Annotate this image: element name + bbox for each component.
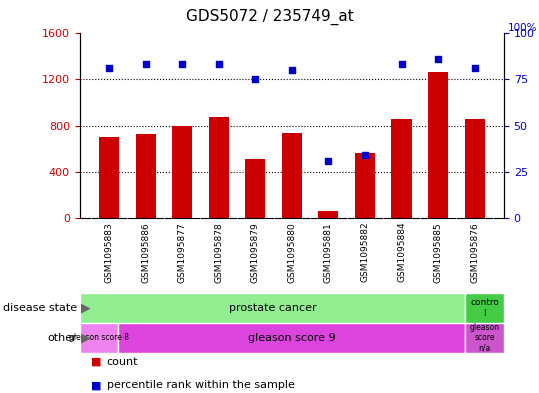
Text: GSM1095877: GSM1095877 [178, 222, 186, 283]
Bar [99, 137, 119, 218]
Bar [465, 323, 504, 353]
Bar [119, 323, 465, 353]
Point [105, 65, 113, 71]
Text: GSM1095883: GSM1095883 [105, 222, 114, 283]
Text: ▶: ▶ [81, 301, 91, 315]
Bar [80, 323, 119, 353]
Bar [428, 72, 448, 218]
Text: ▶: ▶ [81, 331, 91, 345]
Bar [245, 159, 265, 218]
Point [397, 61, 406, 68]
Text: GSM1095886: GSM1095886 [141, 222, 150, 283]
Bar [282, 132, 302, 218]
Text: other: other [47, 333, 77, 343]
Text: count: count [107, 357, 138, 367]
Text: GDS5072 / 235749_at: GDS5072 / 235749_at [185, 9, 354, 25]
Text: disease state: disease state [3, 303, 77, 313]
Text: prostate cancer: prostate cancer [229, 303, 316, 313]
Bar [319, 211, 338, 218]
Text: ■: ■ [91, 380, 101, 390]
Bar [465, 119, 485, 218]
Point [141, 61, 150, 68]
Text: percentile rank within the sample: percentile rank within the sample [107, 380, 295, 390]
Text: GSM1095876: GSM1095876 [470, 222, 479, 283]
Point [288, 67, 296, 73]
Point [178, 61, 186, 68]
Bar [391, 119, 412, 218]
Text: gleason score 8: gleason score 8 [69, 334, 129, 342]
Bar [172, 126, 192, 218]
Bar [136, 134, 156, 218]
Text: gleason score 9: gleason score 9 [248, 333, 336, 343]
Text: ■: ■ [91, 357, 101, 367]
Point [434, 56, 443, 62]
Point [324, 158, 333, 164]
Text: GSM1095882: GSM1095882 [361, 222, 369, 283]
Text: GSM1095885: GSM1095885 [433, 222, 443, 283]
Point [471, 65, 479, 71]
Bar [355, 153, 375, 218]
Text: GSM1095878: GSM1095878 [215, 222, 223, 283]
Point [251, 76, 260, 83]
Text: GSM1095884: GSM1095884 [397, 222, 406, 283]
Bar [465, 293, 504, 323]
Text: GSM1095881: GSM1095881 [324, 222, 333, 283]
Text: GSM1095879: GSM1095879 [251, 222, 260, 283]
Bar [209, 118, 229, 218]
Text: contro
l: contro l [470, 298, 499, 318]
Point [215, 61, 223, 68]
Point [361, 152, 369, 158]
Text: GSM1095880: GSM1095880 [287, 222, 296, 283]
Text: 100%: 100% [508, 23, 537, 33]
Text: gleason
score
n/a: gleason score n/a [469, 323, 500, 353]
